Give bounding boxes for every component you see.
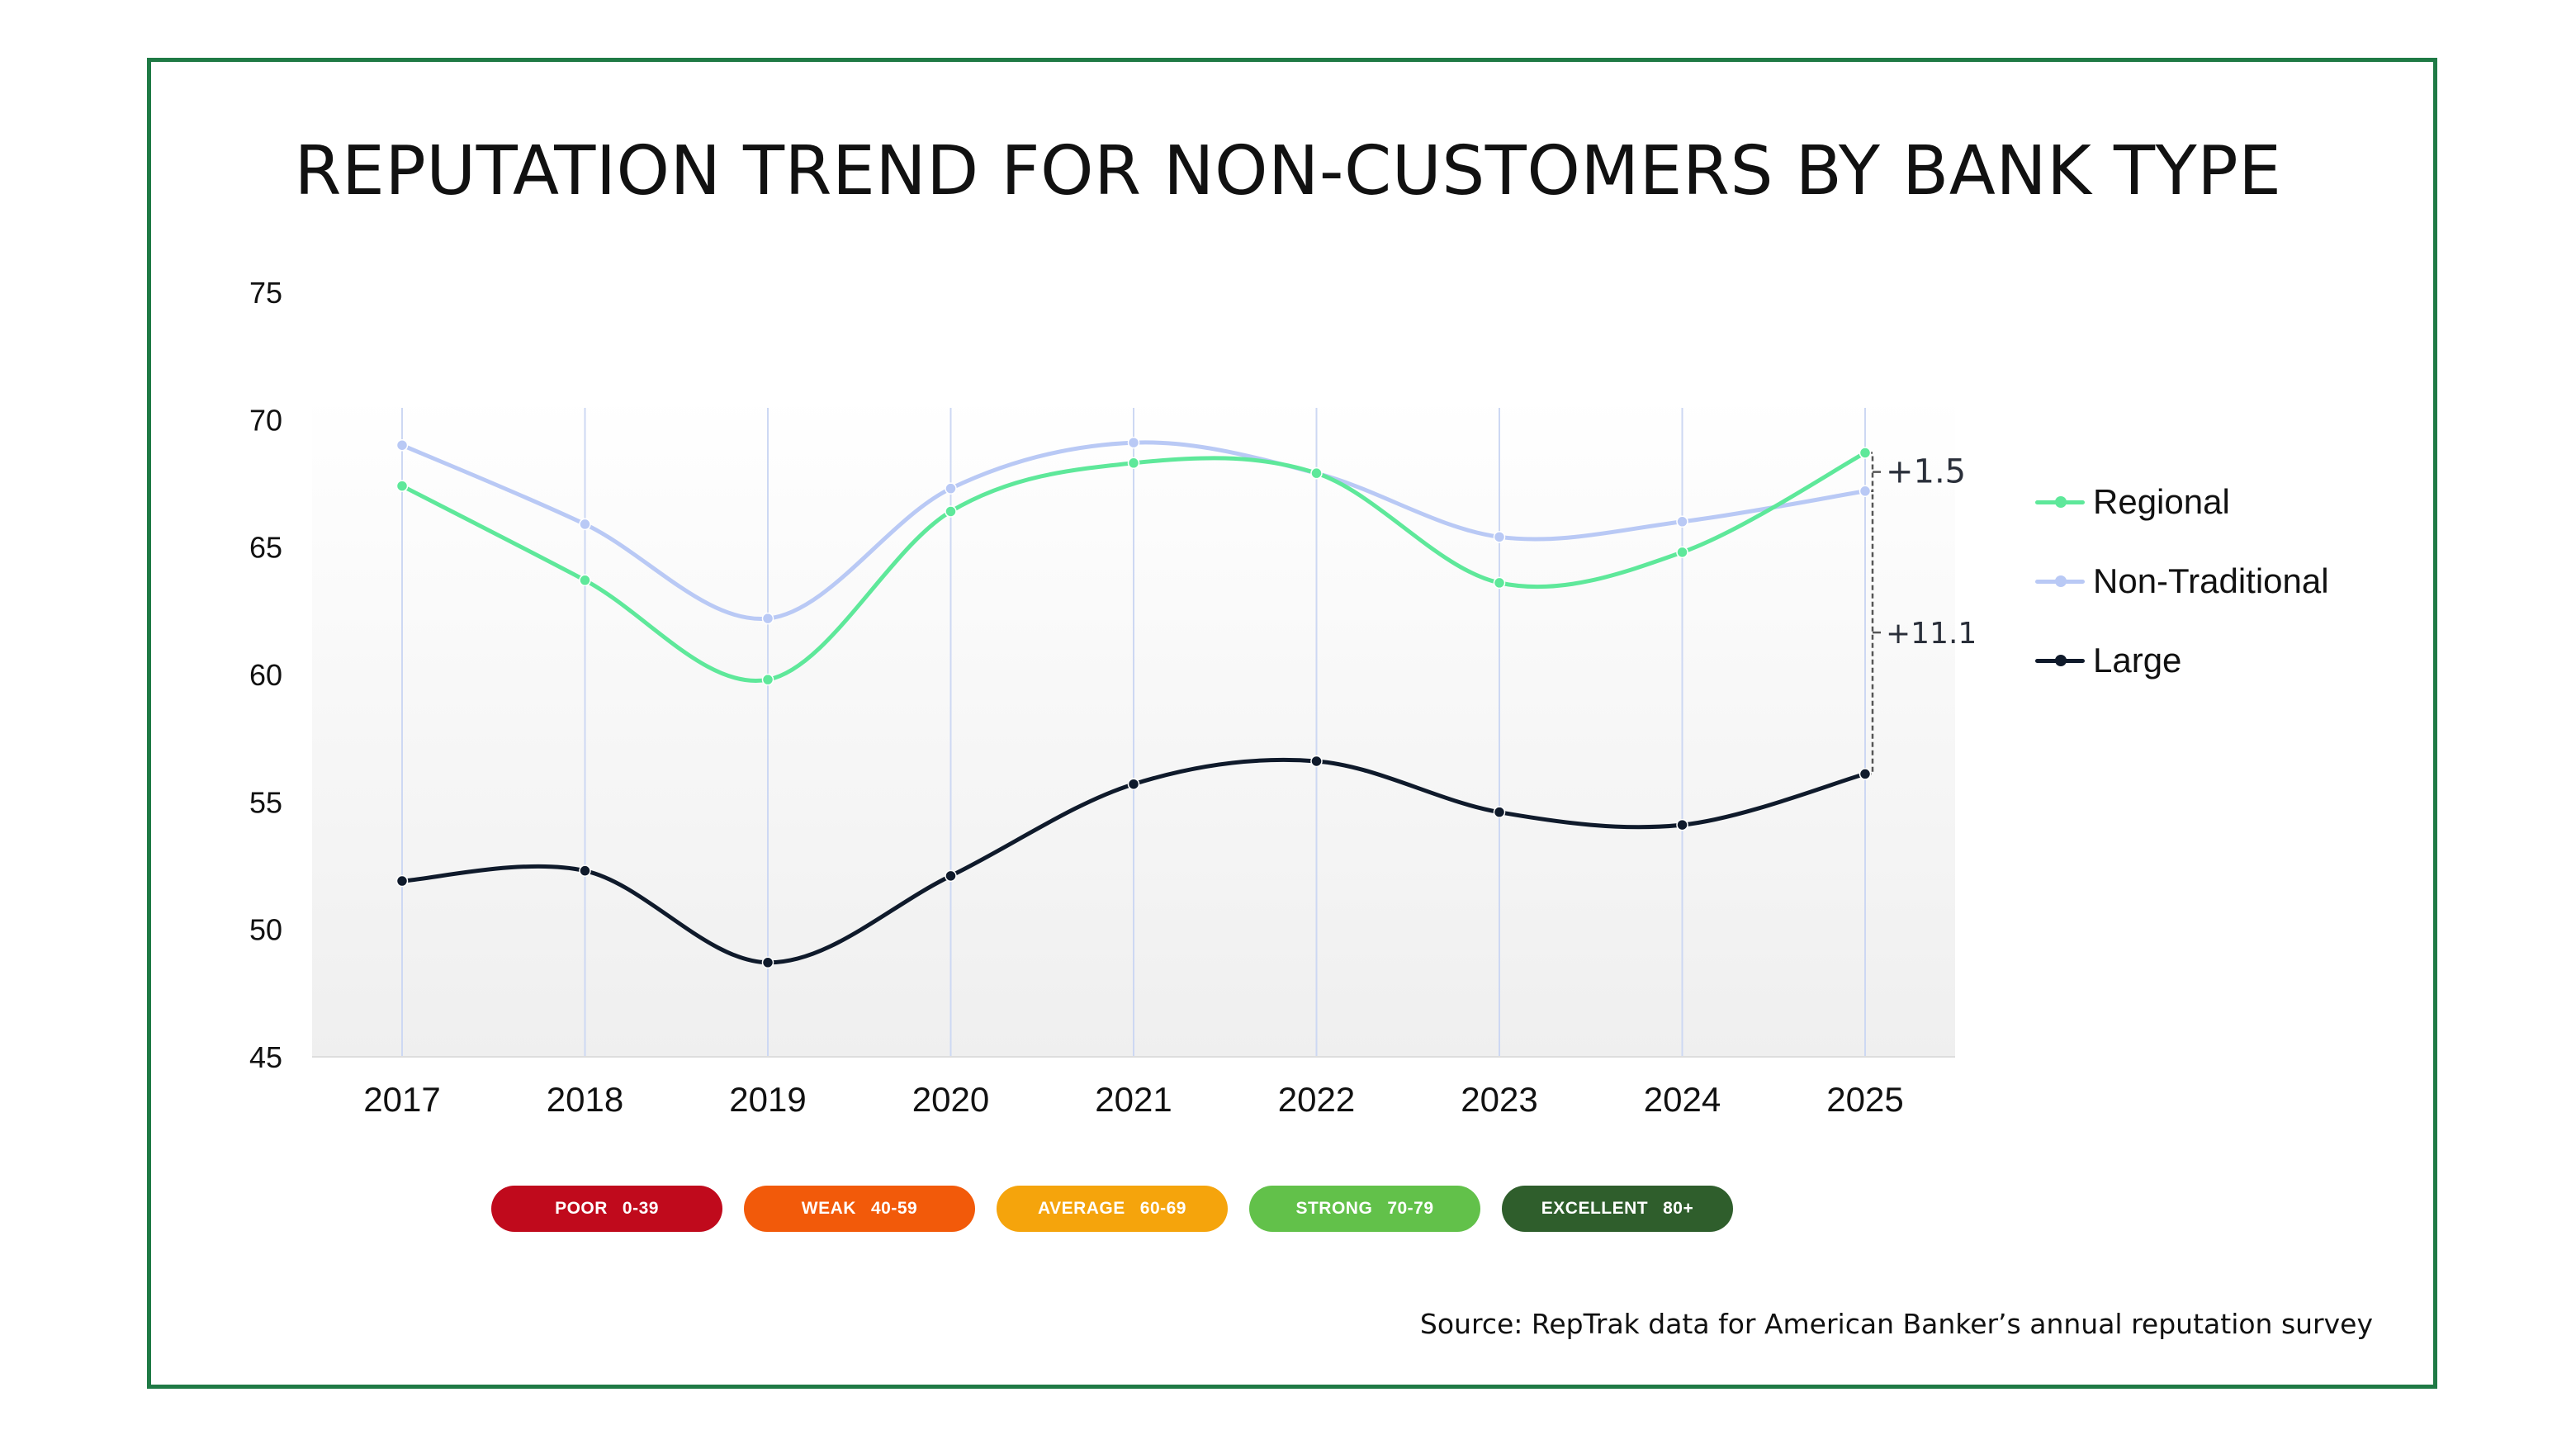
data-point-non-traditional bbox=[945, 482, 957, 495]
legend-marker bbox=[2035, 565, 2091, 598]
series-line-non-traditional bbox=[401, 440, 1866, 621]
rating-label: POOR bbox=[555, 1199, 608, 1218]
y-tick-label: 60 bbox=[249, 658, 282, 692]
data-point-regional bbox=[1676, 546, 1688, 559]
y-tick-label: 75 bbox=[249, 276, 282, 310]
rating-scale: POOR 0-39 WEAK 40-59 AVERAGE 60-69 STRONG 70-79… bbox=[491, 1186, 1733, 1232]
data-point-large bbox=[1127, 778, 1140, 790]
rating-badge-excellent: EXCELLENT 80+ bbox=[1502, 1186, 1733, 1232]
data-point-regional bbox=[945, 505, 957, 518]
rating-range: 40-59 bbox=[870, 1199, 918, 1218]
legend-label: Regional bbox=[2093, 482, 2230, 521]
rating-range: 0-39 bbox=[622, 1199, 659, 1218]
rating-range: 80+ bbox=[1663, 1199, 1694, 1218]
data-point-large bbox=[1859, 768, 1872, 780]
legend-label: Large bbox=[2093, 641, 2182, 680]
chart-frame bbox=[147, 58, 2437, 1389]
x-tick-label: 2025 bbox=[1826, 1080, 1903, 1119]
data-point-large bbox=[945, 869, 957, 883]
x-tick-label: 2018 bbox=[547, 1080, 623, 1119]
legend-item: Regional bbox=[2035, 462, 2329, 542]
chart-title: REPUTATION TREND FOR NON-CUSTOMERS BY BA… bbox=[294, 132, 2282, 211]
rating-range: 70-79 bbox=[1387, 1199, 1434, 1218]
data-point-large bbox=[1676, 818, 1688, 831]
rating-label: STRONG bbox=[1295, 1199, 1373, 1218]
data-point-regional bbox=[761, 673, 774, 686]
data-point-regional bbox=[579, 574, 591, 587]
rating-label: AVERAGE bbox=[1037, 1199, 1125, 1218]
x-tick-label: 2017 bbox=[363, 1080, 440, 1119]
data-point-regional bbox=[1310, 466, 1323, 480]
rating-badge-weak: WEAK 40-59 bbox=[744, 1186, 975, 1232]
x-tick-label: 2023 bbox=[1461, 1080, 1537, 1119]
y-tick-label: 55 bbox=[249, 785, 282, 819]
data-point-large bbox=[579, 864, 591, 877]
data-point-non-traditional bbox=[1127, 436, 1140, 449]
legend-item: Large bbox=[2035, 621, 2329, 700]
series-line-large bbox=[401, 757, 1866, 965]
legend-item: Non-Traditional bbox=[2035, 542, 2329, 621]
y-tick-label: 50 bbox=[249, 913, 282, 947]
data-point-non-traditional bbox=[761, 612, 774, 625]
x-tick-label: 2019 bbox=[729, 1080, 806, 1119]
data-point-large bbox=[1310, 755, 1323, 768]
x-tick-label: 2021 bbox=[1095, 1080, 1172, 1119]
rating-badge-poor: POOR 0-39 bbox=[491, 1186, 722, 1232]
data-point-regional bbox=[395, 480, 409, 492]
legend-label: Non-Traditional bbox=[2093, 561, 2329, 600]
data-point-large bbox=[761, 956, 774, 969]
source-note: Source: RepTrak data for American Banker… bbox=[1419, 1308, 2373, 1340]
rating-label: EXCELLENT bbox=[1541, 1199, 1649, 1218]
y-tick-label: 65 bbox=[249, 531, 282, 565]
rating-badge-strong: STRONG 70-79 bbox=[1249, 1186, 1480, 1232]
data-point-regional bbox=[1859, 447, 1872, 459]
chart-legend: Regional Non-Traditional Large bbox=[2035, 462, 2329, 700]
y-tick-label: 70 bbox=[249, 403, 282, 437]
data-point-regional bbox=[1127, 457, 1140, 470]
data-point-non-traditional bbox=[1859, 485, 1872, 498]
data-point-non-traditional bbox=[579, 518, 591, 531]
legend-marker bbox=[2035, 485, 2091, 519]
x-tick-label: 2022 bbox=[1278, 1080, 1355, 1119]
difference-label: +11.1 bbox=[1886, 617, 1977, 651]
data-point-non-traditional bbox=[1676, 515, 1688, 528]
x-tick-label: 2024 bbox=[1644, 1080, 1721, 1119]
rating-label: WEAK bbox=[801, 1199, 856, 1218]
y-tick-label: 45 bbox=[249, 1040, 282, 1074]
data-point-large bbox=[1493, 806, 1506, 818]
rating-badge-average: AVERAGE 60-69 bbox=[997, 1186, 1228, 1232]
data-point-non-traditional bbox=[1493, 531, 1506, 543]
difference-label: +1.5 bbox=[1886, 453, 1966, 491]
legend-marker bbox=[2035, 644, 2091, 677]
data-point-non-traditional bbox=[395, 438, 409, 452]
data-point-large bbox=[395, 874, 409, 888]
rating-range: 60-69 bbox=[1139, 1199, 1186, 1218]
x-tick-label: 2020 bbox=[912, 1080, 989, 1119]
data-point-regional bbox=[1493, 576, 1506, 590]
